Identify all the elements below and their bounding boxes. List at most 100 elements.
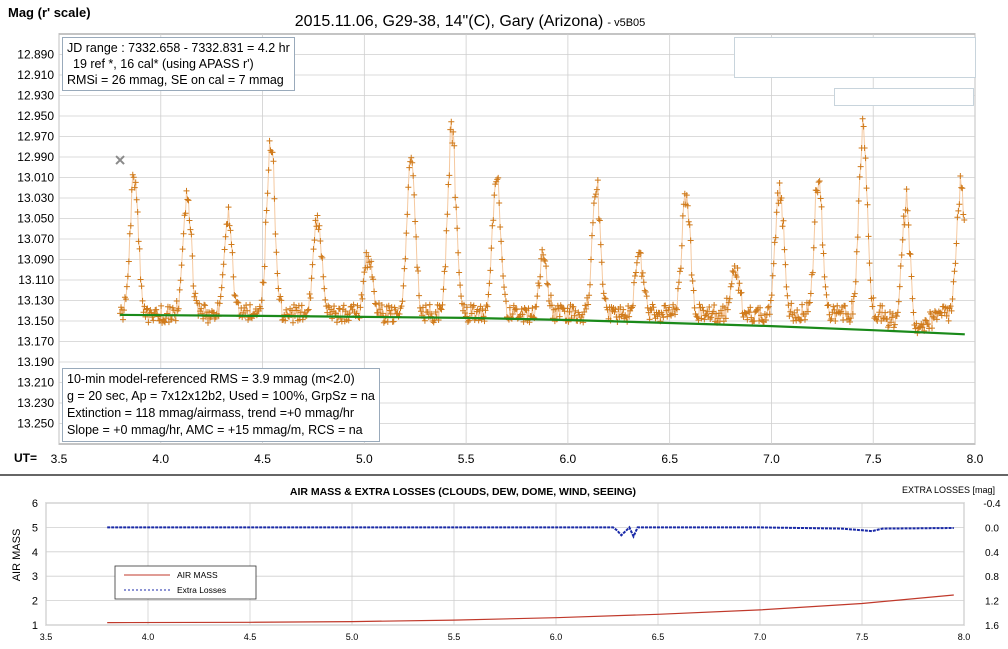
measurement-point (734, 265, 741, 272)
measurement-point (806, 299, 813, 306)
measurement-point (815, 179, 822, 186)
measurement-point (659, 311, 666, 318)
main-x-tick-label: 5.0 (356, 452, 373, 466)
airmass-y-tick-label: 1 (32, 620, 38, 632)
measurement-point (258, 297, 265, 304)
measurement-point (769, 272, 776, 279)
measurement-point (131, 184, 138, 191)
main-y-tick-label: 12.950 (17, 109, 54, 123)
measurement-point (387, 310, 394, 317)
measurement-point (269, 149, 276, 156)
measurement-point (301, 309, 308, 316)
measurement-point (903, 186, 910, 193)
measurement-point (506, 304, 513, 311)
measurement-point (594, 177, 601, 184)
measurement-point (495, 174, 502, 181)
measurement-point (414, 264, 421, 271)
measurement-point (950, 278, 957, 285)
measurement-point (432, 308, 439, 315)
airmass-y-tick-label: 4 (32, 547, 38, 559)
measurement-point (498, 238, 505, 245)
measurement-point (636, 249, 643, 256)
measurement-point (718, 312, 725, 319)
measurement-point (460, 301, 467, 308)
measurement-point (548, 302, 555, 309)
measurement-point (385, 302, 392, 309)
measurement-point (424, 308, 431, 315)
info-box-bottom: 10-min model-referenced RMS = 3.9 mmag (… (62, 368, 380, 442)
measurement-point (438, 306, 445, 313)
measurement-point (305, 306, 312, 313)
main-x-tick-label: 6.0 (560, 452, 577, 466)
measurement-point (949, 295, 956, 302)
measurement-point (897, 263, 904, 270)
measurement-point (882, 309, 889, 316)
measurement-point (694, 314, 701, 321)
measurement-point (196, 300, 203, 307)
measurement-point (817, 195, 824, 202)
measurement-point (745, 308, 752, 315)
measurement-point (539, 246, 546, 253)
measurement-point (587, 281, 594, 288)
measurement-point (960, 211, 967, 218)
main-y-tick-label: 13.090 (17, 253, 54, 267)
main-ylabel: Mag (r' scale) (8, 5, 91, 20)
measurement-point (272, 231, 279, 238)
measurement-point (689, 277, 696, 284)
measurement-point (909, 295, 916, 302)
measurement-point (454, 225, 461, 232)
measurement-point (678, 242, 685, 249)
main-y-tick-label: 13.170 (17, 335, 54, 349)
measurement-point (260, 279, 267, 286)
measurement-point (856, 173, 863, 180)
measurement-point (488, 245, 495, 252)
measurement-point (126, 230, 133, 237)
measurement-point (746, 309, 753, 316)
airmass-y2-tick-label: 0.8 (985, 572, 999, 583)
measurement-point (816, 178, 823, 185)
measurement-point (831, 306, 838, 313)
measurement-point (368, 258, 375, 265)
measurement-point (783, 283, 790, 290)
main-x-tick-label: 3.5 (51, 452, 68, 466)
measurement-point (766, 311, 773, 318)
measurement-point (884, 315, 891, 322)
measurement-point (728, 280, 735, 287)
main-y-tick-label: 12.970 (17, 130, 54, 144)
measurement-point (188, 231, 195, 238)
measurement-point (274, 270, 281, 277)
measurement-point (439, 301, 446, 308)
measurement-point (491, 192, 498, 199)
measurement-point (823, 291, 830, 298)
measurement-point (804, 308, 811, 315)
measurement-point (144, 305, 151, 312)
measurement-point (767, 297, 774, 304)
info-top-line-3: RMSi = 26 mmag, SE on cal = 7 mmag (67, 73, 284, 87)
measurement-point (880, 315, 887, 322)
measurement-point (865, 233, 872, 240)
measurement-point (405, 184, 412, 191)
measurement-point (257, 305, 264, 312)
measurement-point (893, 313, 900, 320)
airmass-x-tick-label: 7.5 (856, 632, 869, 642)
measurement-point (418, 308, 425, 315)
main-y-tick-label: 12.910 (17, 68, 54, 82)
measurement-point (518, 305, 525, 312)
measurement-point (461, 309, 468, 316)
measurement-point (774, 189, 781, 196)
blank-box-2 (834, 88, 974, 106)
measurement-point (536, 282, 543, 289)
measurement-point (929, 313, 936, 320)
measurement-point (221, 246, 228, 253)
measurement-point (390, 318, 397, 325)
measurement-point (373, 301, 380, 308)
airmass-y2-tick-label: 1.6 (985, 621, 999, 632)
measurement-point (137, 276, 144, 283)
measurement-point (119, 316, 126, 323)
measurement-point (583, 305, 590, 312)
main-x-tick-label: 7.5 (865, 452, 882, 466)
legend-box (114, 565, 257, 600)
measurement-point (184, 196, 191, 203)
measurement-point (484, 303, 491, 310)
measurement-point (283, 306, 290, 313)
